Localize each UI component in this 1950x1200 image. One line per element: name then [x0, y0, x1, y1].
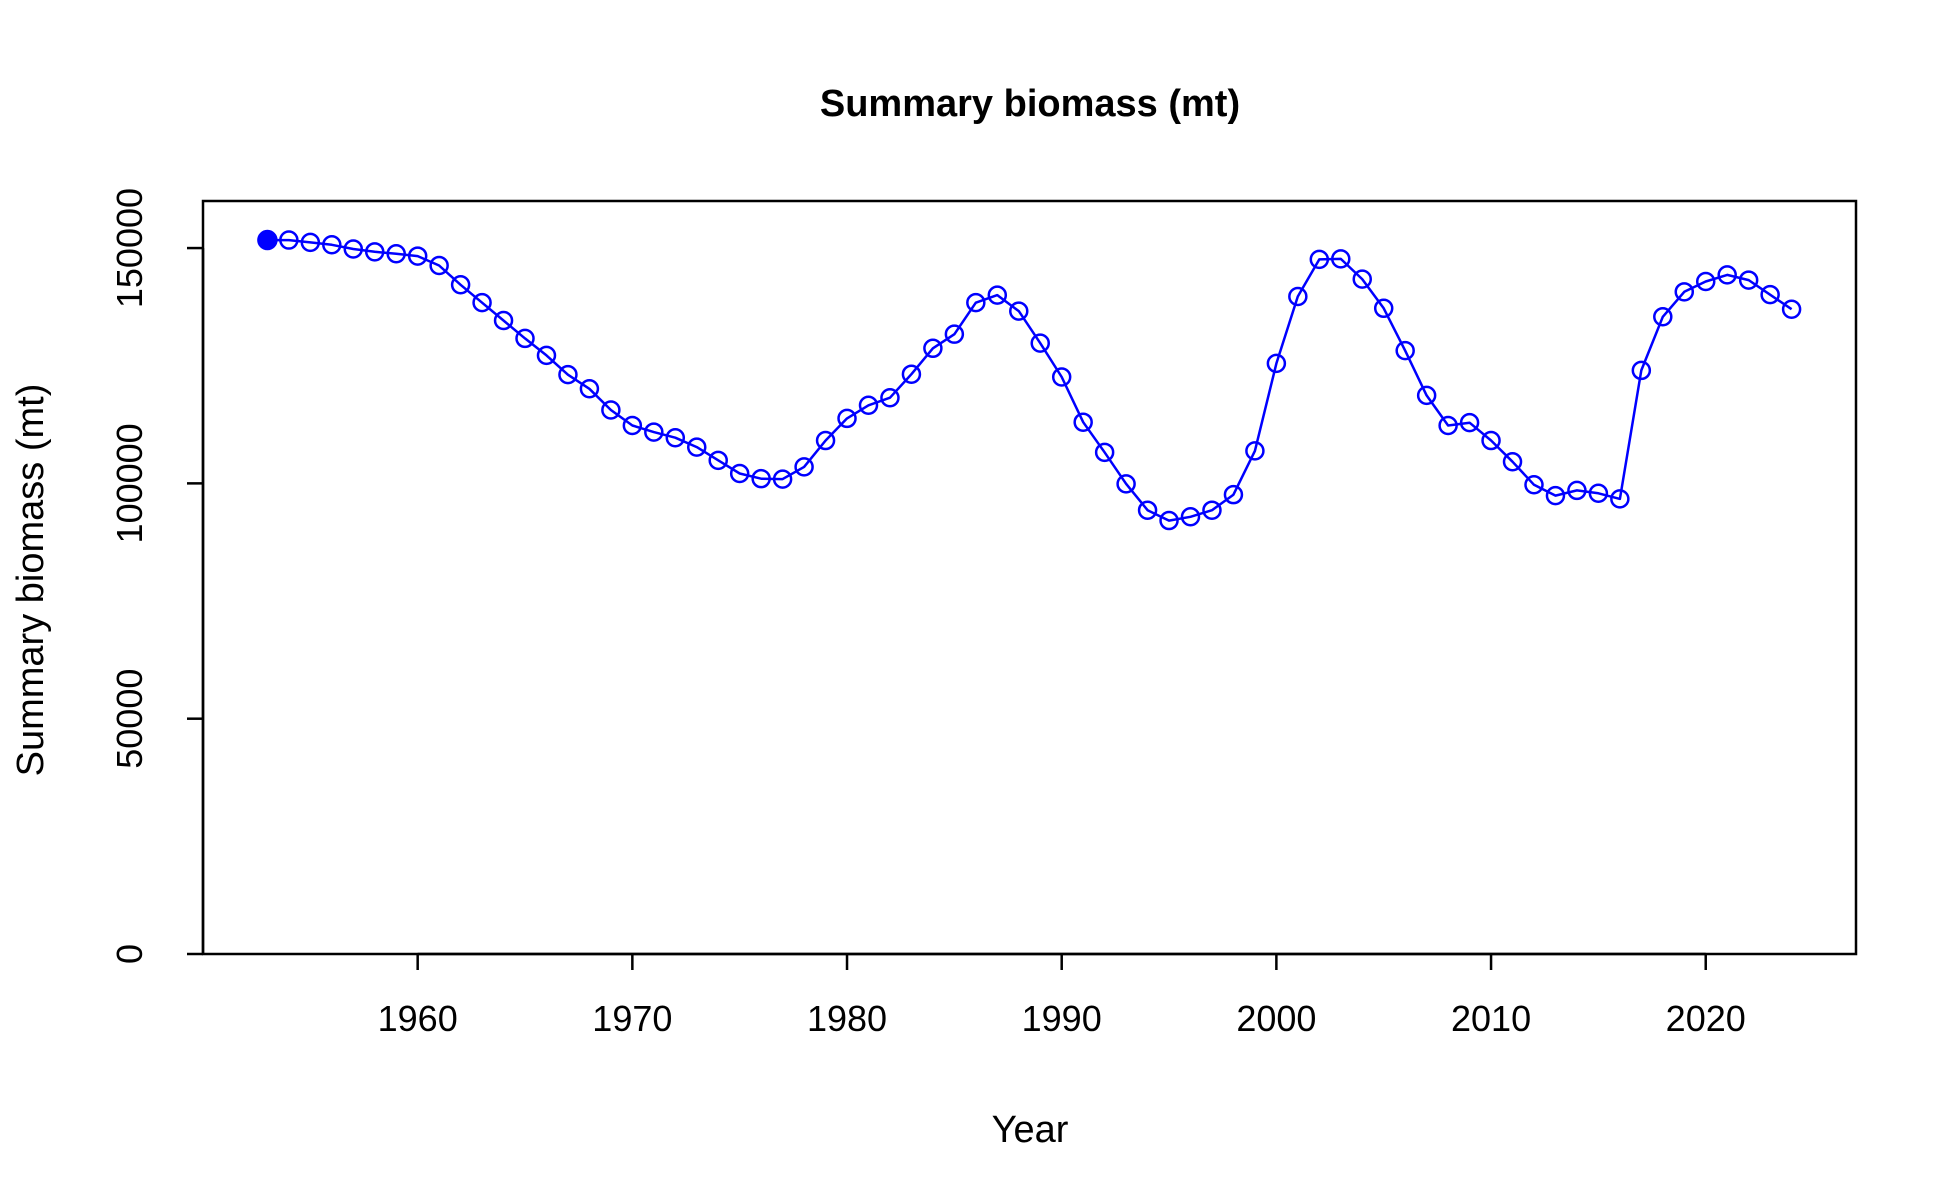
data-point: [1567, 480, 1587, 501]
data-point: [665, 427, 686, 448]
data-point: [751, 468, 771, 489]
data-point: [1009, 301, 1029, 321]
data-point: [407, 246, 428, 266]
x-tick-label: 2000: [1236, 998, 1316, 1039]
data-point: [858, 395, 879, 416]
x-tick-label: 2020: [1666, 998, 1746, 1039]
data-point: [1245, 441, 1265, 461]
data-point: [279, 230, 299, 250]
data-point: [558, 364, 578, 385]
data-point: [1760, 284, 1780, 305]
data-point: [1331, 249, 1351, 269]
data-point: [729, 463, 750, 484]
data-point: [1159, 510, 1179, 531]
data-point: [1695, 271, 1716, 292]
data-point: [1738, 270, 1759, 290]
data-point: [579, 379, 600, 399]
data-point: [1202, 500, 1222, 520]
data-point: [1545, 485, 1566, 506]
data-point: [1373, 298, 1394, 319]
data-point: [1674, 282, 1695, 302]
data-point: [1116, 474, 1136, 494]
data-point: [1395, 340, 1415, 361]
data-point: [815, 430, 836, 451]
x-tick-label: 1970: [592, 998, 672, 1039]
data-point: [687, 437, 707, 457]
data-point: [708, 450, 728, 471]
data-point: [1266, 353, 1287, 374]
plot-frame: [201, 199, 1858, 956]
data-point: [386, 243, 406, 264]
data-point: [1588, 483, 1609, 504]
data-point: [493, 310, 514, 331]
data-point: [343, 239, 364, 259]
data-point: [1094, 442, 1115, 463]
x-axis-label: Year: [992, 1109, 1069, 1151]
series-line: [267, 238, 1793, 522]
data-point: [1137, 500, 1158, 520]
data-point: [364, 242, 385, 262]
series-layer: [257, 229, 1802, 531]
y-tick-label: 50000: [109, 669, 150, 769]
y-tick-label: 100000: [109, 423, 150, 543]
data-point: [1416, 385, 1437, 406]
data-point: [622, 415, 643, 436]
y-tick-label: 0: [109, 944, 150, 964]
data-point: [944, 324, 965, 344]
data-point: [1223, 484, 1244, 505]
data-point: [794, 457, 814, 477]
data-point: [472, 292, 492, 313]
data-point: [901, 364, 922, 384]
chart-title: Summary biomass (mt): [820, 83, 1240, 125]
data-point: [1073, 412, 1093, 432]
data-point: [644, 422, 664, 442]
data-point: [1781, 299, 1802, 319]
data-point: [923, 338, 943, 359]
data-point: [1288, 286, 1308, 307]
y-axis-label: Summary biomass (mt): [10, 384, 52, 777]
data-point: [1631, 360, 1652, 381]
data-point: [1653, 307, 1673, 327]
data-point: [322, 235, 342, 255]
data-point: [1051, 367, 1072, 387]
data-point: [880, 387, 900, 408]
x-axis: 1960 1970 1980 1990 2000 2010 2020: [378, 952, 1746, 1039]
data-point: [536, 345, 557, 366]
x-tick-label: 1980: [807, 998, 887, 1039]
x-tick-label: 1960: [378, 998, 458, 1039]
data-point: [1481, 430, 1501, 451]
data-point: [1309, 249, 1330, 270]
x-tick-label: 1990: [1022, 998, 1102, 1039]
data-point: [429, 255, 449, 276]
data-point: [966, 292, 986, 313]
data-point: [1502, 451, 1523, 472]
data-point: [987, 285, 1008, 305]
data-point: [1030, 333, 1050, 353]
data-point: [837, 408, 857, 429]
y-axis: 0 50000 100000 150000: [109, 188, 205, 964]
data-point: [515, 328, 535, 349]
data-point: [1717, 265, 1737, 285]
data-point: [1180, 507, 1201, 527]
data-point-start: [257, 229, 278, 251]
data-point: [1524, 475, 1544, 495]
data-point: [450, 275, 471, 295]
data-point: [1610, 489, 1630, 509]
data-point: [601, 400, 621, 420]
data-point: [1459, 412, 1480, 433]
data-point: [772, 469, 793, 489]
y-tick-label: 150000: [109, 188, 150, 308]
data-point: [300, 232, 321, 253]
data-point: [1438, 415, 1458, 436]
data-point: [1352, 269, 1372, 289]
x-tick-label: 2010: [1451, 998, 1531, 1039]
